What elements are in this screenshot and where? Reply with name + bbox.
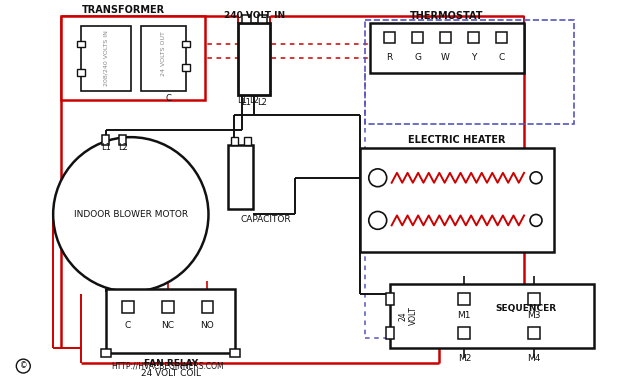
Text: M3: M3 [527, 311, 541, 320]
Text: TRANSFORMER: TRANSFORMER [82, 5, 165, 15]
Bar [496, 32, 507, 43]
Text: FAN RELAY: FAN RELAY [144, 359, 198, 367]
Text: 24
VOLT: 24 VOLT [399, 307, 418, 325]
Text: L1: L1 [101, 142, 111, 152]
Bar [181, 64, 190, 71]
Bar [122, 301, 134, 313]
Text: 240 VOLT IN: 240 VOLT IN [224, 11, 285, 20]
Text: C: C [165, 94, 171, 103]
Bar [140, 26, 186, 90]
Bar [229, 145, 253, 209]
Bar [386, 293, 394, 305]
Bar [162, 301, 174, 313]
Bar [61, 16, 205, 100]
Bar [101, 349, 111, 357]
Text: M4: M4 [527, 354, 541, 363]
Text: L1: L1 [238, 96, 247, 105]
Circle shape [369, 169, 387, 187]
Text: ELECTRIC HEATER: ELECTRIC HEATER [408, 135, 506, 145]
Text: 24 VOLTS OUT: 24 VOLTS OUT [161, 31, 166, 76]
Bar [360, 148, 554, 252]
Bar [103, 135, 110, 145]
Bar [119, 135, 127, 145]
Bar [77, 41, 85, 48]
Text: 208/240 VOLTS IN: 208/240 VOLTS IN [103, 30, 108, 86]
Bar [528, 328, 540, 339]
Bar [528, 293, 540, 305]
Bar [384, 32, 395, 43]
Bar [244, 137, 251, 145]
Text: THERMOSTAT: THERMOSTAT [410, 11, 484, 21]
Text: Y: Y [471, 53, 476, 62]
Bar [238, 23, 270, 95]
Text: M1: M1 [457, 311, 471, 320]
Circle shape [530, 214, 542, 226]
Text: ©: © [20, 361, 27, 370]
Text: R: R [387, 53, 392, 62]
Text: INDOOR BLOWER MOTOR: INDOOR BLOWER MOTOR [74, 210, 188, 219]
Text: L1: L1 [241, 98, 251, 107]
Circle shape [530, 172, 542, 184]
Bar [81, 26, 131, 90]
Bar [370, 23, 524, 73]
Bar [459, 293, 471, 305]
Text: G: G [414, 53, 421, 62]
Text: NC: NC [161, 321, 174, 330]
Text: C: C [125, 321, 131, 330]
Text: CAPACITOR: CAPACITOR [241, 215, 291, 224]
Text: W: W [441, 53, 450, 62]
Text: C: C [498, 53, 504, 62]
Bar [386, 328, 394, 339]
Circle shape [16, 359, 30, 373]
Bar [231, 137, 238, 145]
Bar [106, 289, 236, 353]
Text: HTTP://HVACBEGINNERS.COM: HTTP://HVACBEGINNERS.COM [111, 361, 224, 370]
Bar [181, 41, 190, 48]
Circle shape [53, 137, 209, 292]
Text: SEQUENCER: SEQUENCER [495, 304, 556, 313]
Bar [468, 32, 479, 43]
Text: NO: NO [200, 321, 214, 330]
Bar [242, 15, 251, 23]
Bar [412, 32, 423, 43]
Bar [258, 15, 266, 23]
Bar [77, 69, 85, 76]
Bar [459, 328, 471, 339]
Text: L2: L2 [249, 96, 259, 105]
Text: L2: L2 [257, 98, 267, 107]
Bar [390, 284, 593, 348]
Bar [440, 32, 451, 43]
Bar [231, 349, 240, 357]
Text: L2: L2 [118, 142, 128, 152]
Bar [365, 20, 574, 124]
Circle shape [369, 212, 387, 229]
Bar [202, 301, 214, 313]
Text: 24 VOLT COIL: 24 VOLT COIL [140, 369, 200, 377]
Text: M2: M2 [457, 354, 471, 363]
